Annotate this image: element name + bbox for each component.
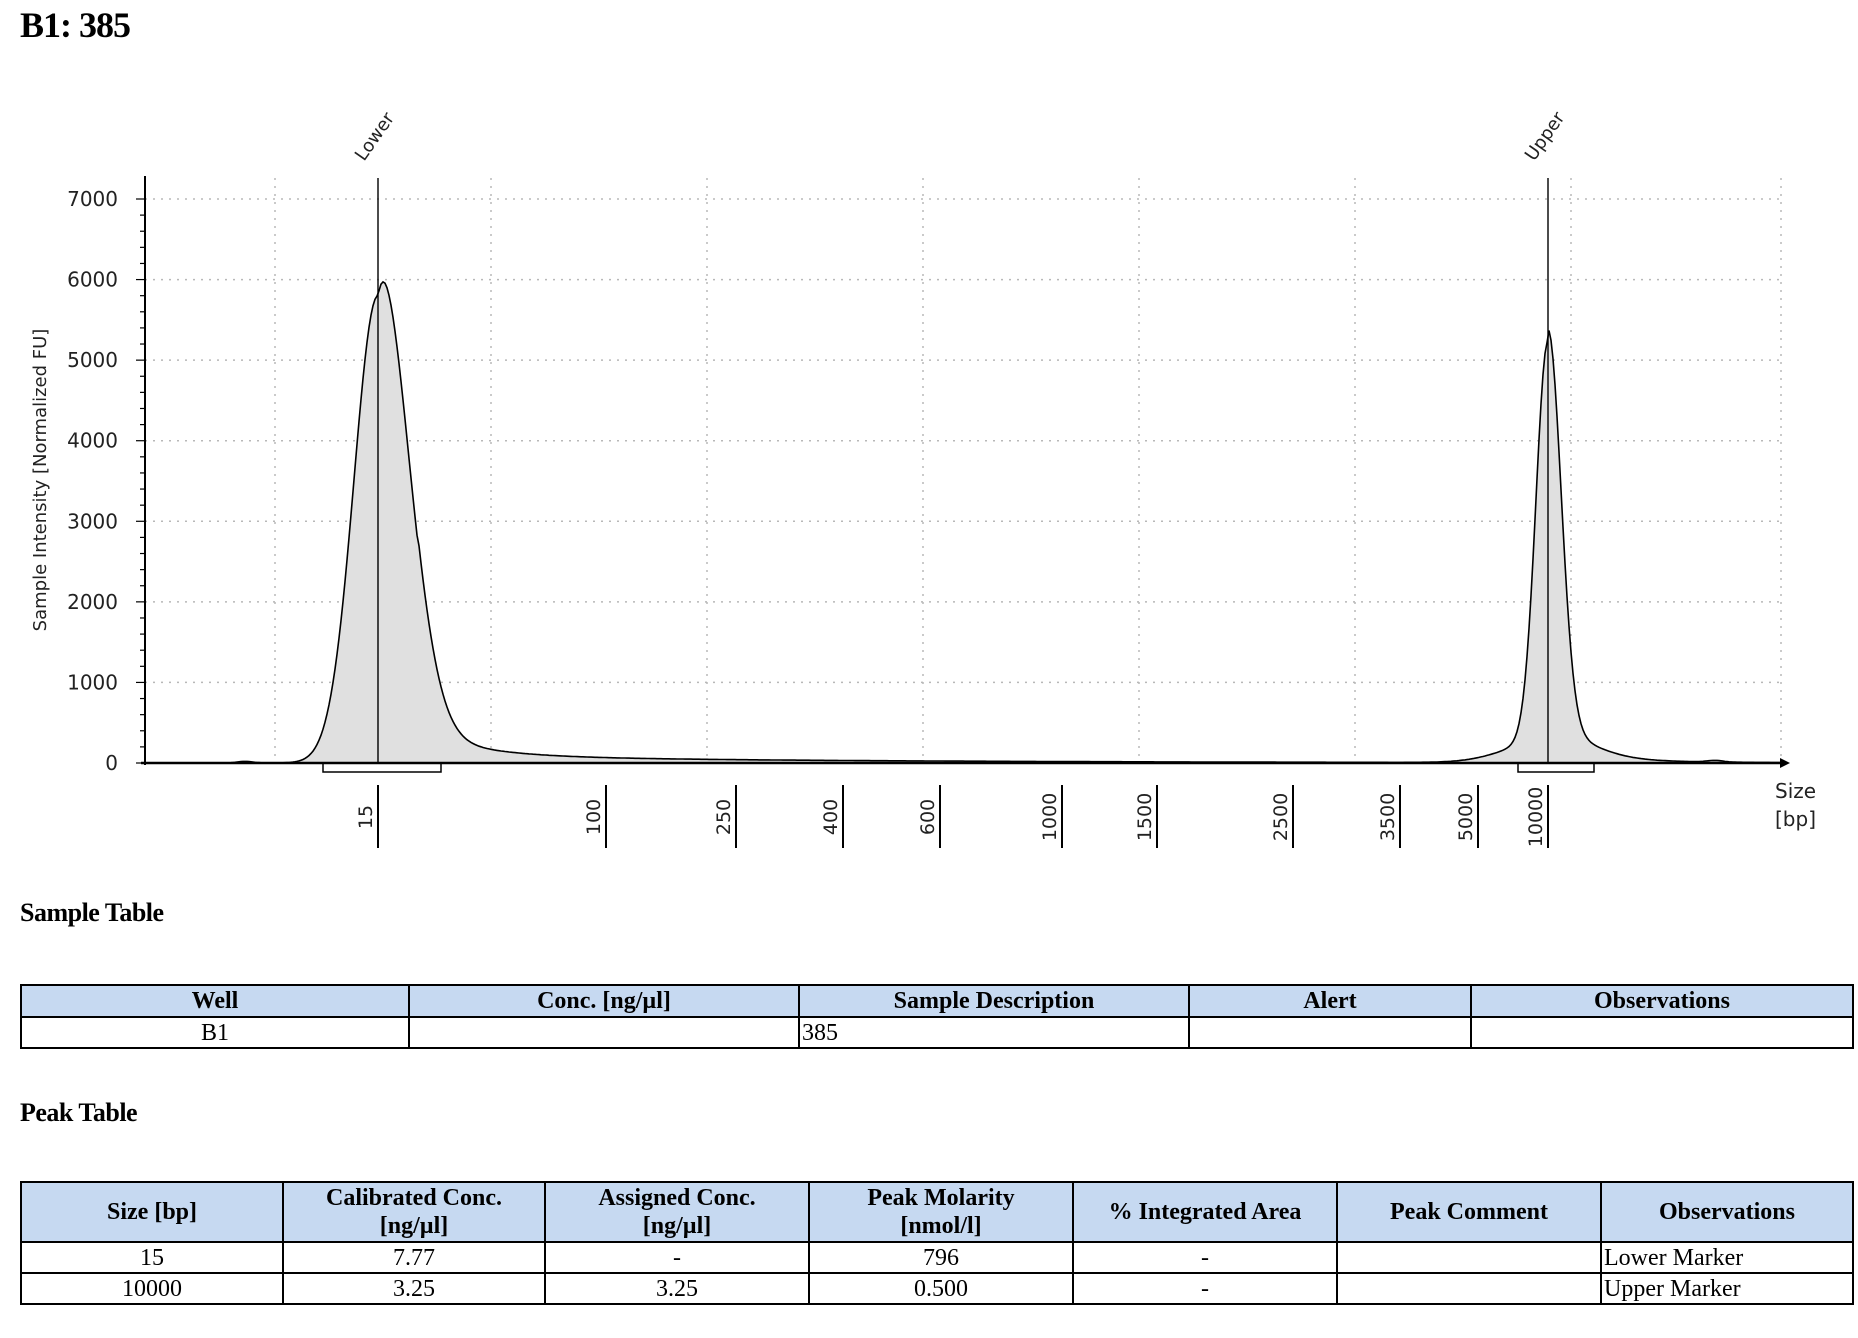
- sample-table-header: Well Conc. [ng/µl] Sample Description Al…: [20, 984, 1854, 1018]
- y-tick-label: 6000: [67, 268, 118, 292]
- cell-peak-molarity: 0.500: [808, 1272, 1074, 1305]
- col-header-peak-molarity: Peak Molarity [nmol/l]: [808, 1181, 1074, 1243]
- col-header-calibrated-conc: Calibrated Conc. [ng/µl]: [282, 1181, 546, 1243]
- x-axis-label: Size: [1775, 779, 1816, 803]
- x-tick-label: 2500: [1270, 793, 1292, 841]
- cell-calibrated-conc: 7.77: [282, 1241, 546, 1274]
- axes: [136, 176, 1790, 848]
- cell-well: B1: [20, 1016, 410, 1049]
- cell-integrated-area: -: [1072, 1272, 1338, 1305]
- trace-line: [145, 280, 1781, 764]
- y-tick-label: 7000: [67, 187, 118, 211]
- header-line: [nmol/l]: [900, 1213, 982, 1239]
- cell-description: 385: [798, 1016, 1190, 1049]
- header-line: [ng/µl]: [379, 1213, 449, 1239]
- y-tick-label: 0: [105, 751, 118, 775]
- cell-integrated-area: -: [1072, 1241, 1338, 1274]
- y-tick-label: 5000: [67, 348, 118, 372]
- table-row: 15 7.77 - 796 - Lower Marker: [20, 1241, 1854, 1274]
- peak-table-title: Peak Table: [20, 1098, 138, 1127]
- peak-label-upper: Upper: [1521, 108, 1570, 165]
- col-header-assigned-conc: Assigned Conc. [ng/µl]: [544, 1181, 810, 1243]
- x-tick-label: 3500: [1377, 793, 1399, 841]
- cell-conc: [408, 1016, 800, 1049]
- sample-table: Well Conc. [ng/µl] Sample Description Al…: [20, 984, 1854, 1049]
- peak-label-lower: Lower: [351, 108, 399, 165]
- peak-bracket-lower: [322, 762, 442, 773]
- header-line: [ng/µl]: [642, 1213, 712, 1239]
- trace: [145, 178, 1782, 773]
- cell-peak-comment: [1336, 1241, 1602, 1274]
- cell-observations: Upper Marker: [1600, 1272, 1854, 1305]
- col-header-well: Well: [20, 984, 410, 1018]
- y-tick-label: 3000: [67, 509, 118, 533]
- cell-observations: [1470, 1016, 1854, 1049]
- electropherogram-chart: 0 1000 2000 3000 4000 5000 6000 7000 Sample Inte…: [30, 108, 1816, 848]
- header-line: Assigned Conc.: [598, 1185, 756, 1211]
- y-tick-label: 1000: [67, 670, 118, 694]
- x-axis-arrow: [1780, 758, 1790, 768]
- col-header-integrated-area: % Integrated Area: [1072, 1181, 1338, 1243]
- cell-observations: Lower Marker: [1600, 1241, 1854, 1274]
- sample-table-title: Sample Table: [20, 898, 164, 927]
- y-tick-label: 2000: [67, 590, 118, 614]
- page-title: B1: 385: [20, 5, 131, 45]
- peak-table-header: Size [bp] Calibrated Conc. [ng/µl] Assign…: [20, 1181, 1854, 1243]
- table-row: 10000 3.25 3.25 0.500 - Upper Marker: [20, 1272, 1854, 1305]
- col-header-description: Sample Description: [798, 984, 1190, 1018]
- x-tick-label: 10000: [1525, 787, 1547, 847]
- x-tick-label: 1000: [1039, 793, 1061, 841]
- x-tick-label: 400: [820, 799, 842, 835]
- header-line: Calibrated Conc.: [326, 1185, 502, 1211]
- y-tick-label: 4000: [67, 429, 118, 453]
- col-header-observations: Observations: [1470, 984, 1854, 1018]
- table-row: B1 385: [20, 1016, 1854, 1049]
- cell-size: 15: [20, 1241, 284, 1274]
- peak-table: Size [bp] Calibrated Conc. [ng/µl] Assign…: [20, 1181, 1854, 1305]
- x-tick-label: 15: [355, 805, 377, 829]
- cell-calibrated-conc: 3.25: [282, 1272, 546, 1305]
- peak-bracket-upper: [1517, 762, 1595, 773]
- x-tick-label: 1500: [1134, 793, 1156, 841]
- cell-assigned-conc: -: [544, 1241, 810, 1274]
- x-tick-label: 5000: [1455, 793, 1477, 841]
- col-header-conc: Conc. [ng/µl]: [408, 984, 800, 1018]
- x-tick-label: 250: [713, 799, 735, 835]
- col-header-alert: Alert: [1188, 984, 1472, 1018]
- x-tick-label: 100: [583, 799, 605, 835]
- trace-fill: [145, 281, 1782, 763]
- col-header-size: Size [bp]: [20, 1181, 284, 1243]
- cell-peak-molarity: 796: [808, 1241, 1074, 1274]
- y-axis-label: Sample Intensity [Normalized FU]: [30, 329, 51, 632]
- cell-size: 10000: [20, 1272, 284, 1305]
- header-line: Peak Molarity: [867, 1185, 1015, 1211]
- x-axis-label: [bp]: [1775, 807, 1816, 831]
- cell-peak-comment: [1336, 1272, 1602, 1305]
- cell-alert: [1188, 1016, 1472, 1049]
- cell-assigned-conc: 3.25: [544, 1272, 810, 1305]
- x-tick-label: 600: [917, 799, 939, 835]
- col-header-observations: Observations: [1600, 1181, 1854, 1243]
- col-header-peak-comment: Peak Comment: [1336, 1181, 1602, 1243]
